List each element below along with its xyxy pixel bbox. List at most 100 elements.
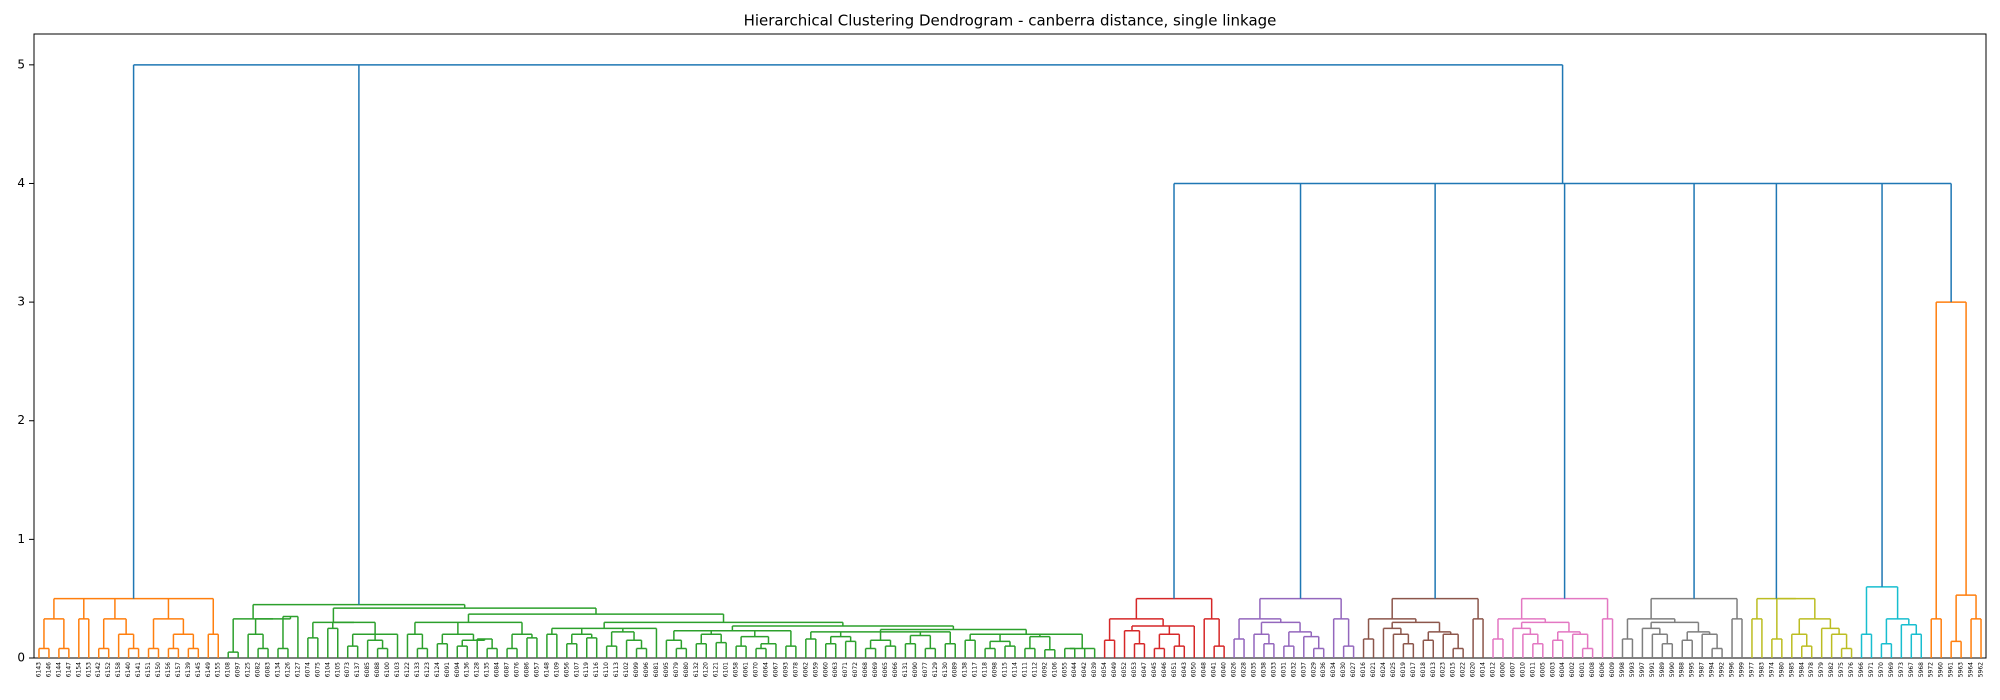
leaf-label: 6158	[115, 662, 122, 677]
leaf-label: 6013	[1430, 662, 1437, 677]
link	[332, 607, 597, 623]
leaf-label: 6045	[1151, 662, 1158, 677]
leaf-label: 6023	[1440, 662, 1447, 677]
link	[1288, 631, 1313, 647]
leaf-label: 6089	[952, 662, 959, 677]
leaf-label: 6029	[1310, 662, 1317, 677]
link	[102, 618, 127, 649]
leaf-label: 6112	[1031, 662, 1038, 677]
leaf-label: 6093	[782, 662, 789, 677]
leaf-label: 6076	[514, 662, 521, 677]
link	[257, 647, 269, 658]
link	[277, 647, 289, 658]
leaf-label: 6119	[583, 662, 590, 677]
leaf-label: 6047	[1141, 662, 1148, 677]
link	[467, 613, 725, 623]
leaf-label: 6133	[414, 662, 421, 677]
link	[1935, 301, 1967, 619]
leaf-label: 6021	[1370, 662, 1377, 677]
link	[58, 647, 70, 658]
leaf-label: 6046	[1161, 662, 1168, 677]
leaf-label: 6032	[1290, 662, 1297, 677]
leaf-label: 6088	[374, 662, 381, 677]
leaf-label: 5962	[1978, 662, 1985, 677]
link	[1259, 597, 1342, 619]
leaf-label: 6073	[344, 662, 351, 677]
link	[1135, 597, 1213, 619]
link	[511, 633, 533, 649]
leaf-label: 5984	[1798, 662, 1805, 677]
link	[1153, 647, 1166, 658]
link	[1263, 643, 1275, 658]
leaf-label: 6068	[862, 662, 869, 677]
link	[1650, 597, 1738, 619]
link	[53, 597, 215, 635]
leaf-label: 5989	[1659, 662, 1666, 677]
link	[1238, 618, 1282, 640]
link	[675, 647, 688, 658]
leaf-label: 6081	[653, 662, 660, 677]
link	[1865, 586, 1899, 635]
link	[810, 631, 951, 644]
link	[167, 647, 180, 658]
link	[740, 635, 770, 647]
link	[456, 645, 468, 658]
link	[735, 645, 747, 658]
leaf-label: 6120	[703, 662, 710, 677]
link	[526, 637, 538, 658]
link	[1283, 645, 1295, 658]
link	[1791, 633, 1808, 658]
leaf-label: 6125	[245, 662, 252, 677]
leaf-label: 6149	[205, 662, 212, 677]
leaf-label: 6136	[464, 662, 471, 677]
leaf-label: 5977	[1748, 662, 1755, 677]
y-tick-label: 2	[17, 413, 25, 427]
leaf-label: 6042	[1081, 662, 1088, 677]
link	[1880, 643, 1893, 658]
link	[1123, 629, 1141, 658]
leaf-label: 6083	[265, 662, 272, 677]
link	[227, 651, 239, 658]
link	[1910, 633, 1923, 658]
leaf-label: 6142	[95, 662, 102, 677]
y-tick-label: 3	[17, 295, 25, 309]
link	[1552, 639, 1564, 658]
link	[346, 645, 359, 658]
leaf-label: 6102	[623, 662, 630, 677]
leaf-label: 5990	[1669, 662, 1676, 677]
leaf-label: 6038	[1260, 662, 1267, 677]
leaf-label: 6117	[972, 662, 979, 677]
link	[879, 628, 1027, 635]
leaf-label: 5999	[1739, 662, 1746, 677]
leaf-label: 5988	[1679, 662, 1686, 677]
leaf-label: 6033	[1270, 662, 1277, 677]
leaf-label: 6034	[1330, 662, 1337, 677]
leaf-label: 6153	[85, 662, 92, 677]
leaf-label: 6010	[1519, 662, 1526, 677]
link	[376, 647, 389, 658]
link	[1650, 621, 1700, 632]
link	[436, 643, 449, 658]
leaf-label: 6095	[663, 662, 670, 677]
link	[327, 627, 339, 658]
leaf-label: 6056	[563, 662, 570, 677]
leaf-label: 6154	[75, 662, 82, 677]
link	[755, 647, 767, 658]
leaf-label: 6104	[324, 662, 331, 677]
link	[97, 647, 110, 658]
leaf-label: 6015	[1450, 662, 1457, 677]
link	[1392, 633, 1410, 658]
link	[1900, 624, 1918, 658]
leaf-label: 5967	[1908, 662, 1915, 677]
leaf-label: 6014	[1480, 662, 1487, 677]
leaf-label: 6002	[1569, 662, 1576, 677]
chart-title: Hierarchical Clustering Dendrogram - can…	[744, 12, 1277, 30]
link	[869, 639, 892, 649]
link	[924, 647, 937, 658]
leaf-label: 6064	[763, 662, 770, 677]
leaf-label: 5997	[1639, 662, 1646, 677]
leaf-label: 6091	[444, 662, 451, 677]
leaf-label: 6066	[892, 662, 899, 677]
